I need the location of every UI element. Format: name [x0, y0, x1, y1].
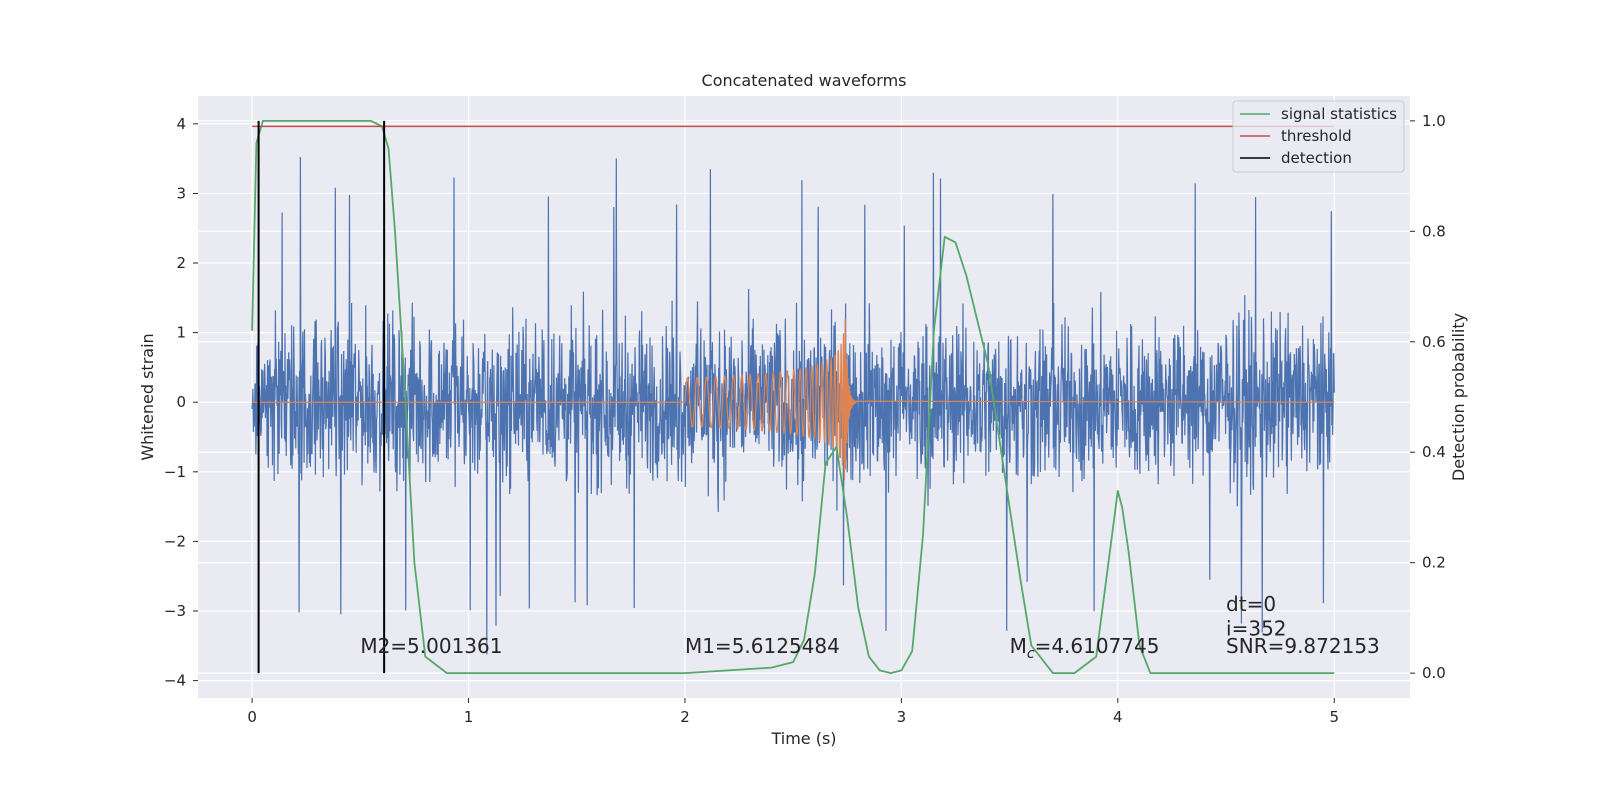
y-tick-label-left: −1: [164, 463, 186, 481]
axes: 0 1 2 3 4 5 4 3 2 1 0 −1 −2 −3 −4 1.0 0.8 0.6 0.4 0.2 0.0: [164, 112, 1446, 726]
legend: signal statistics threshold detection: [1232, 100, 1405, 173]
x-tick-label: 5: [1329, 708, 1339, 726]
y-tick-label-right: 1.0: [1422, 112, 1446, 130]
legend-box: [1232, 100, 1405, 173]
x-tick-label: 2: [680, 708, 690, 726]
y-tick-label-right: 0.0: [1422, 664, 1446, 682]
x-axis-label: Time (s): [770, 729, 836, 748]
annotation-3: dt=0: [1226, 592, 1276, 616]
x-tick-label: 3: [897, 708, 907, 726]
annotation-1: M1=5.6125484: [685, 634, 840, 658]
y-tick-label-left: 4: [176, 115, 186, 133]
legend-label-detection: detection: [1281, 149, 1352, 167]
y-tick-label-right: 0.2: [1422, 554, 1446, 572]
annotations: M2=5.001361 M1=5.6125484 Mc=4.6107745 dt=0i…: [360, 592, 1379, 662]
legend-label-threshold: threshold: [1281, 127, 1352, 145]
annotation-4: i=352: [1226, 616, 1287, 640]
annotation-0: M2=5.001361: [360, 634, 502, 658]
y-tick-label-right: 0.6: [1422, 333, 1446, 351]
y-tick-label-left: 2: [176, 254, 186, 272]
x-tick-label: 4: [1113, 708, 1123, 726]
x-tick-label: 0: [247, 708, 257, 726]
y-tick-label-left: 3: [176, 184, 186, 202]
chart-title: Concatenated waveforms: [702, 71, 907, 90]
annotation-2: Mc=4.6107745: [1010, 634, 1160, 662]
y-tick-label-left: 0: [176, 393, 186, 411]
y-axis-label-left: Whitened strain: [138, 333, 157, 460]
x-tick-label: 1: [464, 708, 474, 726]
legend-label-signal-statistics: signal statistics: [1281, 105, 1397, 123]
y-tick-label-right: 0.8: [1422, 222, 1446, 240]
y-axis-label-right: Detection probability: [1449, 313, 1468, 481]
y-tick-label-left: −3: [164, 602, 186, 620]
y-tick-label-right: 0.4: [1422, 443, 1446, 461]
signal-statistics-line: [251, 120, 1335, 674]
y-tick-label-left: 1: [176, 324, 186, 342]
y-tick-label-left: −4: [164, 672, 186, 690]
data-series: [251, 120, 1335, 674]
annotation-5: SNR=9.872153: [1226, 634, 1380, 658]
y-tick-label-left: −2: [164, 532, 186, 550]
template-waveform-line: [252, 318, 1335, 480]
